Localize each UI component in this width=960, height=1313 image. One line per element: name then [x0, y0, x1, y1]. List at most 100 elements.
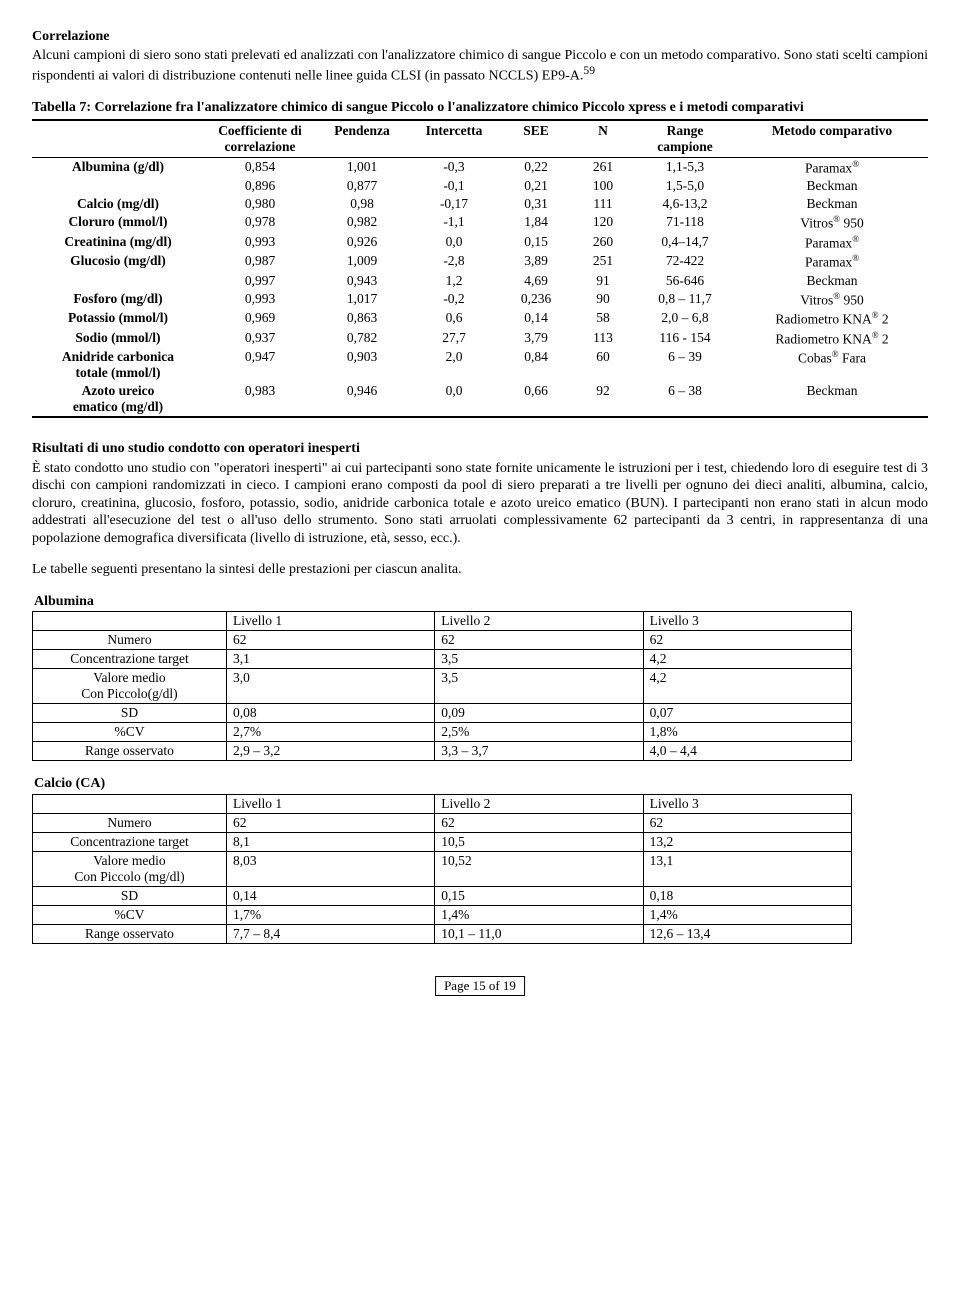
- cell: 0,946: [316, 382, 408, 416]
- cell: 90: [572, 290, 634, 310]
- row-label: Concentrazione target: [33, 650, 227, 669]
- cell: 0,863: [316, 309, 408, 329]
- cell: 0,993: [204, 233, 316, 253]
- row-label-line1: Valore medio: [93, 853, 165, 868]
- cell: 0,993: [204, 290, 316, 310]
- cell: 0,926: [316, 233, 408, 253]
- cell: 0,0: [408, 382, 500, 416]
- albumina-title: Albumina: [34, 593, 928, 611]
- cell: 6 – 38: [634, 382, 736, 416]
- row-label: Valore medio Con Piccolo(g/dl): [33, 669, 227, 704]
- table-row: Anidride carbonicatotale (mmol/l)0,9470,…: [32, 348, 928, 382]
- cell-metodo: Beckman: [736, 272, 928, 290]
- table7-h-coef: Coefficiente di correlazione: [204, 120, 316, 157]
- cell: 0,15: [435, 886, 643, 905]
- cell: -0,2: [408, 290, 500, 310]
- cell: 7,7 – 8,4: [226, 924, 434, 943]
- cell: 10,52: [435, 851, 643, 886]
- row-label: %CV: [33, 723, 227, 742]
- cell: 4,6-13,2: [634, 195, 736, 213]
- cell: 0,937: [204, 329, 316, 349]
- row-label: Fosforo (mg/dl): [32, 290, 204, 310]
- table-row: Glucosio (mg/dl)0,9871,009-2,83,8925172-…: [32, 252, 928, 272]
- table7-h-see: SEE: [500, 120, 572, 157]
- cell: 0,31: [500, 195, 572, 213]
- cell: 120: [572, 213, 634, 233]
- cell: 1,84: [500, 213, 572, 233]
- cell: 8,03: [226, 851, 434, 886]
- table7-body: Albumina (g/dl)0,8541,001-0,30,222611,1-…: [32, 157, 928, 416]
- cell: 2,0: [408, 348, 500, 382]
- cell-metodo: Beckman: [736, 382, 928, 416]
- cell: 1,4%: [435, 905, 643, 924]
- cell: 1,017: [316, 290, 408, 310]
- table-row: Concentrazione target 8,1 10,5 13,2: [33, 832, 852, 851]
- table7-header-row: Coefficiente di correlazione Pendenza In…: [32, 120, 928, 157]
- table-row: Livello 1 Livello 2 Livello 3: [33, 612, 852, 631]
- cell: 71-118: [634, 213, 736, 233]
- table-row: Numero 62 62 62: [33, 631, 852, 650]
- cell: 3,89: [500, 252, 572, 272]
- cell: 62: [643, 631, 851, 650]
- row-label-line2: Con Piccolo (mg/dl): [74, 869, 184, 884]
- table-row: Cloruro (mmol/l)0,9780,982-1,11,8412071-…: [32, 213, 928, 233]
- study-title: Risultati di uno studio condotto con ope…: [32, 441, 360, 456]
- correlazione-body: Alcuni campioni di siero sono stati prel…: [32, 47, 928, 86]
- table-row: Range osservato 2,9 – 3,2 3,3 – 3,7 4,0 …: [33, 742, 852, 761]
- cell: 0,978: [204, 213, 316, 233]
- cell: 0,987: [204, 252, 316, 272]
- cell: 0,236: [500, 290, 572, 310]
- cell: 0,0: [408, 233, 500, 253]
- cell: 0,08: [226, 704, 434, 723]
- cell: 6 – 39: [634, 348, 736, 382]
- cell: 10,1 – 11,0: [435, 924, 643, 943]
- cell: -1,1: [408, 213, 500, 233]
- cell: 1,2: [408, 272, 500, 290]
- row-label: Valore medio Con Piccolo (mg/dl): [33, 851, 227, 886]
- table-row: Calcio (mg/dl)0,9800,98-0,170,311114,6-1…: [32, 195, 928, 213]
- cell: -0,1: [408, 177, 500, 195]
- table-row: SD 0,08 0,09 0,07: [33, 704, 852, 723]
- calcio-table: Livello 1 Livello 2 Livello 3 Numero 62 …: [32, 794, 852, 944]
- table-row: Livello 1 Livello 2 Livello 3: [33, 794, 852, 813]
- table-row: %CV 1,7% 1,4% 1,4%: [33, 905, 852, 924]
- cell: 3,3 – 3,7: [435, 742, 643, 761]
- table-row: 0,8960,877-0,10,211001,5-5,0Beckman: [32, 177, 928, 195]
- cell: 2,7%: [226, 723, 434, 742]
- calcio-title: Calcio (CA): [34, 775, 928, 793]
- table-row: %CV 2,7% 2,5% 1,8%: [33, 723, 852, 742]
- table-row: Albumina (g/dl)0,8541,001-0,30,222611,1-…: [32, 157, 928, 177]
- cell: 3,79: [500, 329, 572, 349]
- cell: 0,21: [500, 177, 572, 195]
- cell: 2,0 – 6,8: [634, 309, 736, 329]
- row-label: Potassio (mmol/l): [32, 309, 204, 329]
- cell: 62: [435, 631, 643, 650]
- cell: 1,8%: [643, 723, 851, 742]
- cell-metodo: Beckman: [736, 177, 928, 195]
- cell: 116 - 154: [634, 329, 736, 349]
- row-label: Cloruro (mmol/l): [32, 213, 204, 233]
- cell: 62: [643, 813, 851, 832]
- table-row: Concentrazione target 3,1 3,5 4,2: [33, 650, 852, 669]
- cell: 0,982: [316, 213, 408, 233]
- cell: 1,4%: [643, 905, 851, 924]
- table-row: 0,9970,9431,24,699156-646Beckman: [32, 272, 928, 290]
- table-row: Sodio (mmol/l)0,9370,78227,73,79113116 -…: [32, 329, 928, 349]
- cell: 1,5-5,0: [634, 177, 736, 195]
- cell: 0,943: [316, 272, 408, 290]
- table7-section: Tabella 7: Correlazione fra l'analizzato…: [32, 99, 928, 418]
- cell: 1,1-5,3: [634, 157, 736, 177]
- cell: 10,5: [435, 832, 643, 851]
- cell: Livello 3: [643, 612, 851, 631]
- row-label: Numero: [33, 631, 227, 650]
- cell: Livello 1: [226, 794, 434, 813]
- cell: 4,2: [643, 650, 851, 669]
- cell: -0,3: [408, 157, 500, 177]
- cell: 3,1: [226, 650, 434, 669]
- table-row: SD 0,14 0,15 0,18: [33, 886, 852, 905]
- cell: 0,896: [204, 177, 316, 195]
- cell: Livello 2: [435, 612, 643, 631]
- cell: 0,09: [435, 704, 643, 723]
- row-label: Anidride carbonicatotale (mmol/l): [32, 348, 204, 382]
- cell: 13,1: [643, 851, 851, 886]
